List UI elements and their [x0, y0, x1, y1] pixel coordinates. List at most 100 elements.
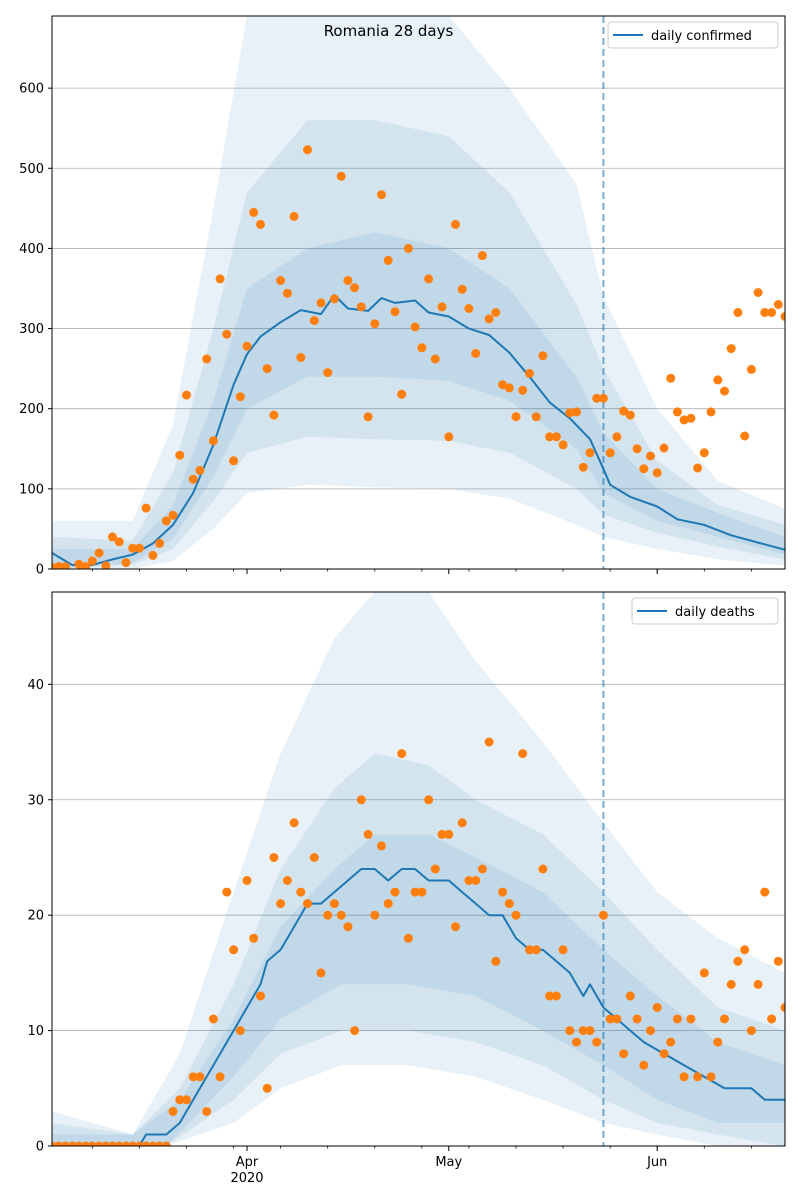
data-point [188, 1072, 198, 1082]
data-point [121, 1141, 131, 1146]
data-point [726, 344, 736, 354]
data-point [87, 1141, 97, 1146]
data-point [390, 887, 400, 897]
data-point [256, 991, 265, 1001]
data-point [720, 1014, 729, 1024]
data-point [672, 1014, 682, 1024]
data-point [202, 1106, 212, 1116]
data-point [504, 899, 514, 909]
data-point [666, 373, 676, 383]
data-point [329, 294, 339, 304]
data-point [356, 302, 366, 312]
data-point [202, 354, 212, 364]
data-point [175, 1095, 185, 1105]
data-point [410, 887, 420, 897]
data-point [175, 450, 185, 460]
data-point [249, 933, 259, 943]
data-point [383, 899, 393, 909]
data-point [639, 464, 649, 474]
data-point [652, 468, 662, 478]
data-point [746, 1026, 756, 1036]
data-point [713, 1037, 723, 1047]
data-point [598, 393, 608, 403]
data-point [767, 308, 777, 317]
data-point [780, 312, 785, 321]
data-point [565, 408, 575, 418]
x-tick-sublabel: 2020 [230, 1171, 263, 1186]
data-point [733, 308, 743, 317]
data-point [141, 1141, 151, 1146]
y-tick-label: 500 [19, 162, 44, 177]
data-point [511, 910, 521, 920]
data-point [356, 795, 366, 805]
data-point [215, 274, 225, 284]
data-point [733, 956, 743, 966]
data-point [262, 1083, 272, 1093]
legend: daily confirmed [607, 21, 779, 49]
data-point [672, 407, 682, 417]
data-point [619, 1049, 629, 1059]
data-point [377, 841, 386, 851]
data-point [437, 302, 447, 312]
data-point [424, 274, 434, 284]
data-point [208, 436, 218, 446]
data-point [121, 558, 131, 568]
data-point [464, 876, 474, 885]
data-point [659, 443, 669, 453]
data-point [141, 503, 151, 513]
data-point [753, 288, 763, 297]
data-point [81, 1141, 91, 1146]
data-point [161, 516, 171, 526]
data-point [619, 406, 629, 416]
data-point [309, 853, 319, 862]
axes-frame [51, 591, 786, 1147]
data-point [484, 737, 494, 747]
data-point [74, 1141, 84, 1146]
data-point [417, 887, 427, 897]
data-point [565, 1026, 575, 1036]
data-point [612, 432, 622, 442]
data-point [323, 368, 333, 378]
data-point [229, 456, 239, 466]
data-point [282, 288, 292, 298]
data-point [383, 255, 393, 265]
legend-label: daily deaths [675, 605, 755, 620]
data-point [215, 1072, 225, 1082]
data-point [316, 968, 326, 978]
data-point [572, 1037, 581, 1047]
y-tick-label: 0 [36, 563, 44, 578]
data-point [182, 1095, 191, 1105]
data-point [424, 795, 434, 805]
data-point [545, 991, 555, 1001]
data-point [558, 440, 568, 450]
data-point [444, 432, 454, 442]
data-point [659, 1049, 669, 1059]
data-point [94, 1141, 104, 1146]
data-point [343, 922, 353, 932]
data-point [551, 432, 561, 442]
data-point [605, 1014, 615, 1024]
data-point [639, 1060, 649, 1070]
legend-box [631, 597, 779, 625]
data-point [625, 991, 635, 1001]
confidence-band-3 [52, 232, 785, 569]
data-point [538, 351, 548, 361]
data-point [464, 304, 474, 313]
data-point [81, 562, 91, 569]
data-point [585, 1026, 595, 1036]
data-point [269, 853, 279, 862]
data-point [585, 448, 595, 458]
data-point [222, 887, 232, 897]
data-point [558, 945, 568, 955]
data-point [235, 1026, 245, 1036]
data-point [531, 945, 541, 955]
data-point [679, 415, 689, 425]
data-point [336, 910, 346, 920]
data-point [605, 448, 615, 458]
data-point [269, 410, 279, 420]
data-point [276, 276, 286, 285]
data-point [773, 300, 783, 309]
data-point [484, 314, 494, 324]
